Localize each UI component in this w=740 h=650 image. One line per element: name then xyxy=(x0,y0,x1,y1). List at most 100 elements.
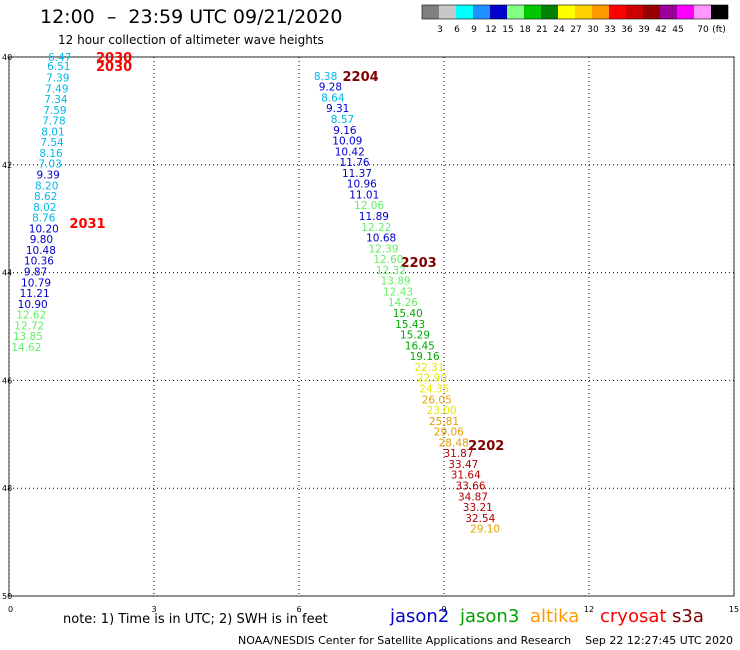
legend-tick-label: 33 xyxy=(604,25,615,35)
legend-swatch xyxy=(507,5,524,19)
legend-swatch xyxy=(626,5,643,19)
legend-tick-label: 42 xyxy=(655,25,666,35)
legend-swatch xyxy=(711,5,728,19)
wave-height-point: 7.49 xyxy=(45,83,68,95)
legend-swatch xyxy=(694,5,711,19)
legend-tick-label: 45 xyxy=(672,25,683,35)
wave-height-point: 10.79 xyxy=(21,277,51,289)
wave-height-point: 14.26 xyxy=(388,297,418,309)
legend-swatch xyxy=(541,5,558,19)
wave-height-point: 16.45 xyxy=(405,340,435,352)
y-tick-label: 50 xyxy=(2,592,12,601)
plot-frame xyxy=(8,56,735,597)
x-tick-label: 3 xyxy=(151,605,156,614)
wave-height-point: 13.85 xyxy=(13,331,43,343)
y-tick-label: 48 xyxy=(2,484,12,493)
wave-height-point: 23.00 xyxy=(427,405,457,417)
wave-height-point: 7.03 xyxy=(38,159,61,171)
wave-height-point: 14.62 xyxy=(11,342,41,354)
satellite-label-cryosat: cryosat xyxy=(600,606,667,627)
wave-height-point: 11.89 xyxy=(359,211,389,223)
wave-height-point: 33.21 xyxy=(463,502,493,514)
satellite-label-jason3: jason3 xyxy=(460,606,520,627)
note-text: note: 1) Time is in UTC; 2) SWH is in fe… xyxy=(63,612,328,627)
time-label: 2203 xyxy=(401,256,437,271)
legend-tick-label: 21 xyxy=(536,25,547,35)
legend-swatch xyxy=(524,5,541,19)
wave-height-point: 33.47 xyxy=(448,459,478,471)
wave-height-point: 11.76 xyxy=(340,157,370,169)
legend-tick-label: 15 xyxy=(502,25,513,35)
wave-height-point: 12.39 xyxy=(369,243,399,255)
wave-height-point: 8.38 xyxy=(314,71,337,83)
wave-height-point: 12.62 xyxy=(16,310,46,322)
wave-height-point: 15.40 xyxy=(393,308,423,320)
wave-height-point: 7.78 xyxy=(42,116,65,128)
wave-height-point: 33.66 xyxy=(456,481,486,493)
legend-frame xyxy=(421,4,729,20)
wave-height-point: 7.59 xyxy=(43,105,66,117)
legend-tick-label: 70 xyxy=(697,25,709,35)
wave-height-point: 7.34 xyxy=(44,94,68,106)
wave-height-point: 15.43 xyxy=(395,319,425,331)
wave-height-point: 8.64 xyxy=(321,92,345,104)
y-tick-label: 44 xyxy=(2,269,12,278)
wave-height-point: 7.39 xyxy=(46,72,69,84)
legend-swatch xyxy=(490,5,507,19)
wave-height-point: 29.10 xyxy=(470,524,500,536)
wave-height-point: 9.31 xyxy=(326,103,349,115)
y-tick-label: 40 xyxy=(2,53,12,62)
legend-swatch xyxy=(677,5,694,19)
wave-height-point: 10.36 xyxy=(24,256,54,268)
wave-height-point: 31.64 xyxy=(451,470,481,482)
legend-swatch xyxy=(422,5,439,19)
wave-height-point: 7.54 xyxy=(40,137,64,149)
wave-height-point: 22.90 xyxy=(417,373,447,385)
legend-tick-label: 24 xyxy=(553,25,565,35)
wave-height-point: 9.87 xyxy=(24,267,47,279)
legend-swatch xyxy=(575,5,592,19)
time-label: 2031 xyxy=(69,217,105,232)
legend-swatch xyxy=(592,5,609,19)
legend-swatch xyxy=(439,5,456,19)
wave-height-point: 15.29 xyxy=(400,330,430,342)
wave-height-point: 8.02 xyxy=(33,202,56,214)
wave-height-point: 32.54 xyxy=(465,513,495,525)
wave-height-point: 10.90 xyxy=(18,299,48,311)
wave-height-point: 9.28 xyxy=(319,82,342,94)
wave-height-point: 12.22 xyxy=(361,222,391,234)
wave-height-point: 9.80 xyxy=(30,234,53,246)
legend-tick-label: 36 xyxy=(621,25,633,35)
wave-height-point: 8.62 xyxy=(34,191,57,203)
color-legend: 3 6 9 12 15 18 21 24 27 30 33 36 39 42 45 70 (ft) xyxy=(421,4,729,35)
wave-height-point: 12.43 xyxy=(383,286,413,298)
wave-height-point: 8.57 xyxy=(331,114,354,126)
wave-height-point: 24.35 xyxy=(419,383,449,395)
time-label: 2030 xyxy=(96,60,132,75)
legend-tick-label: 18 xyxy=(519,25,531,35)
legend-tick-label: 12 xyxy=(485,25,496,35)
legend-unit: (ft) xyxy=(712,25,726,35)
x-tick-label: 9 xyxy=(441,605,446,614)
satellite-label-s3a: s3a xyxy=(672,606,704,627)
chart-title: 12:00 – 23:59 UTC 09/21/2020 xyxy=(40,6,343,28)
legend-swatch xyxy=(456,5,473,19)
x-tick-label: 0 xyxy=(8,605,13,614)
wave-height-point: 8.20 xyxy=(35,180,58,192)
legend-tick-label: 6 xyxy=(454,25,460,35)
satellite-label-altika: altika xyxy=(530,606,580,627)
satellite-label-jason2: jason2 xyxy=(390,606,450,627)
wave-height-point: 11.01 xyxy=(349,189,379,201)
wave-height-point: 10.96 xyxy=(347,179,377,191)
legend-tick-label: 9 xyxy=(471,25,477,35)
legend-swatch xyxy=(643,5,660,19)
wave-height-point: 6.51 xyxy=(47,61,70,73)
wave-height-point: 8.01 xyxy=(41,126,64,138)
wave-height-point: 22.31 xyxy=(414,362,444,374)
time-label: 2202 xyxy=(468,439,504,454)
wave-height-point: 8.76 xyxy=(32,213,56,225)
wave-height-point: 10.68 xyxy=(366,233,396,245)
legend-tick-label: 27 xyxy=(570,25,581,35)
x-tick-label: 12 xyxy=(584,605,594,614)
